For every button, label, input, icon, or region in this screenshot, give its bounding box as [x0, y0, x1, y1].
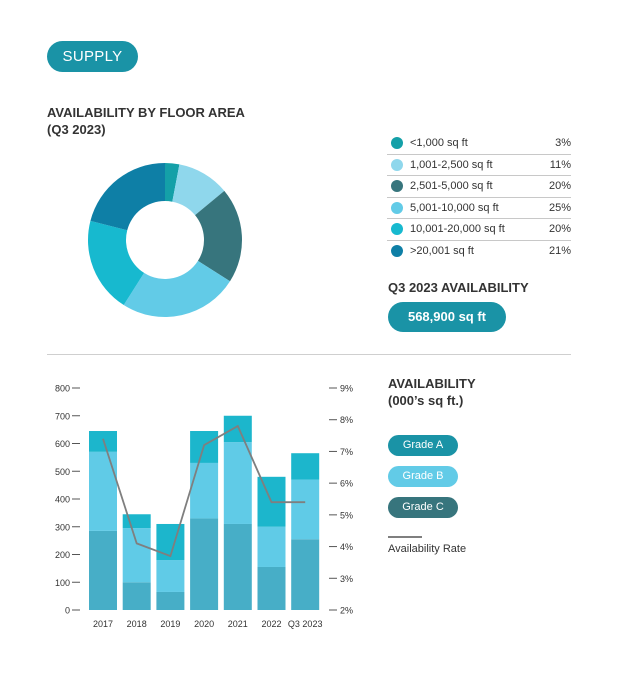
bar-segment — [257, 566, 286, 610]
donut-slice — [195, 190, 242, 282]
x-tick-label: 2022 — [261, 619, 281, 629]
legend-dot-icon — [391, 180, 403, 193]
floor-area-donut-chart — [88, 163, 242, 317]
legend-value: 20% — [548, 180, 571, 193]
legend-label: 10,001-20,000 sq ft — [410, 223, 505, 236]
legend-dot-icon — [391, 223, 403, 236]
availability-bar-chart: 0 100 200 300 400 500 600 700 800 2% 3% 4% 5% 6% 7% 8% 9… — [55, 384, 353, 630]
bar-segment — [223, 523, 252, 610]
legend-row: 2,501-5,000 sq ft 20% — [387, 176, 571, 198]
bar-segment — [291, 453, 320, 480]
legend-label: 2,501-5,000 sq ft — [410, 180, 493, 193]
bar-segment — [122, 528, 151, 583]
legend-label: 1,001-2,500 sq ft — [410, 158, 493, 171]
x-tick-label: 2017 — [93, 619, 113, 629]
bar-segment — [223, 442, 252, 524]
y2-tick-label: 3% — [340, 574, 353, 584]
y-tick-label: 0 — [65, 606, 70, 616]
legend-row: 10,001-20,000 sq ft 20% — [387, 219, 571, 241]
donut-slice — [90, 163, 165, 231]
grade-b-legend: Grade B — [388, 466, 458, 487]
y2-tick-label: 7% — [340, 447, 353, 457]
y-tick-label: 700 — [55, 411, 70, 421]
supply-badge: SUPPLY — [47, 41, 138, 72]
floor-area-title: AVAILABILITY BY FLOOR AREA (Q3 2023) — [47, 104, 245, 138]
donut-slice — [172, 164, 225, 216]
y-tick-label: 300 — [55, 522, 70, 532]
legend-row: 1,001-2,500 sq ft 11% — [387, 155, 571, 176]
floor-area-title-line2: (Q3 2023) — [47, 122, 106, 137]
legend-value: 25% — [548, 201, 571, 214]
legend-row: <1,000 sq ft 3% — [387, 133, 571, 155]
availability-rate-legend-line — [388, 536, 422, 538]
q3-availability-value: 568,900 sq ft — [388, 302, 506, 332]
y2-tick-label: 5% — [340, 510, 353, 520]
y-tick-label: 200 — [55, 550, 70, 560]
donut-slice — [88, 220, 145, 306]
y-tick-label: 600 — [55, 439, 70, 449]
legend-row: 5,001-10,000 sq ft 25% — [387, 198, 571, 219]
bar-segment — [89, 530, 117, 610]
legend-dot-icon — [391, 201, 403, 214]
legend-dot-icon — [391, 158, 403, 171]
grade-c-legend: Grade C — [388, 497, 458, 518]
x-tick-label: 2018 — [127, 619, 147, 629]
bar-segment — [291, 539, 320, 610]
x-tick-label: Q3 2023 — [288, 619, 323, 629]
floor-area-title-line1: AVAILABILITY BY FLOOR AREA — [47, 105, 245, 120]
bar-segment — [190, 462, 219, 519]
bar-segment — [291, 479, 320, 540]
legend-row: >20,001 sq ft 21% — [387, 241, 571, 262]
availability-chart-title: AVAILABILITY (000’s sq ft.) — [388, 375, 476, 409]
y-tick-label: 800 — [55, 384, 70, 394]
grade-a-legend: Grade A — [388, 435, 458, 456]
q3-availability-title: Q3 2023 AVAILABILITY — [388, 280, 529, 295]
y-tick-label: 500 — [55, 467, 70, 477]
y2-tick-label: 4% — [340, 542, 353, 552]
legend-label: <1,000 sq ft — [410, 137, 468, 150]
availability-chart-title-line1: AVAILABILITY — [388, 376, 476, 391]
availability-chart-title-line2: (000’s sq ft.) — [388, 393, 464, 408]
y2-tick-label: 6% — [340, 479, 353, 489]
y2-tick-label: 8% — [340, 415, 353, 425]
y2-tick-label: 2% — [340, 606, 353, 616]
x-tick-label: 2021 — [228, 619, 248, 629]
section-divider — [47, 354, 571, 355]
legend-label: >20,001 sq ft — [410, 244, 474, 257]
availability-rate-line — [102, 424, 306, 558]
bar-segment — [257, 526, 286, 567]
y-tick-label: 400 — [55, 495, 70, 505]
bar-segment — [190, 518, 219, 610]
legend-dot-icon — [391, 137, 403, 150]
legend-value: 21% — [548, 244, 571, 257]
y-tick-label: 100 — [55, 578, 70, 588]
availability-rate-legend-label: Availability Rate — [388, 543, 467, 555]
legend-value: 3% — [555, 137, 571, 150]
legend-label: 5,001-10,000 sq ft — [410, 201, 499, 214]
legend-value: 11% — [549, 158, 571, 171]
bar-segment — [122, 514, 151, 529]
bar-segment — [89, 451, 117, 531]
donut-slice — [123, 260, 231, 317]
legend-dot-icon — [391, 244, 403, 257]
x-tick-label: 2020 — [194, 619, 214, 629]
bar-segment — [122, 582, 151, 610]
bar-segment — [156, 560, 185, 592]
bar-segment — [156, 591, 185, 610]
y2-tick-label: 9% — [340, 384, 353, 394]
floor-area-legend: <1,000 sq ft 3% 1,001-2,500 sq ft 11% 2,501-… — [387, 133, 571, 261]
bar-segment — [223, 415, 252, 443]
legend-value: 20% — [548, 223, 571, 236]
x-tick-label: 2019 — [160, 619, 180, 629]
donut-slice — [165, 163, 180, 202]
